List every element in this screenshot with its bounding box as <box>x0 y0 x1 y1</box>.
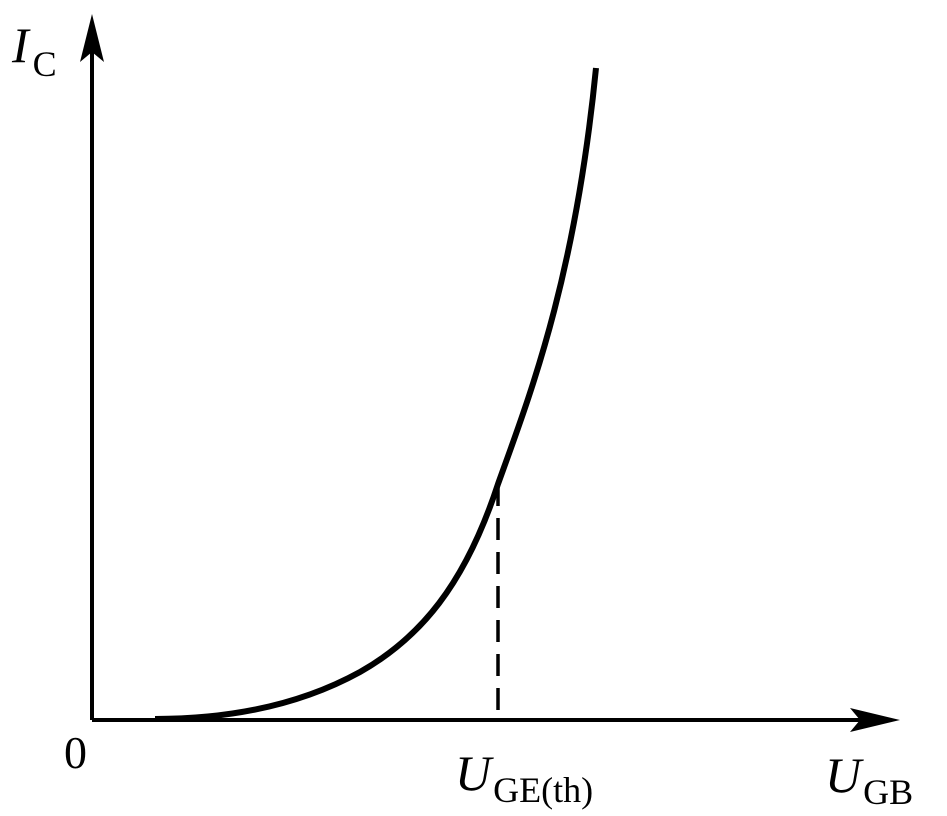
y-axis-arrow <box>80 14 104 62</box>
symbol: U <box>825 747 864 803</box>
x-axis-arrow <box>850 708 900 732</box>
origin-label: 0 <box>64 727 87 778</box>
symbol: U <box>455 745 494 801</box>
subscript: GE(th) <box>493 770 593 810</box>
symbol: I <box>11 17 31 73</box>
threshold-label: UGE(th) <box>455 745 593 810</box>
subscript: C <box>33 44 57 84</box>
x-axis-label: UGB <box>825 747 913 812</box>
transfer-curve <box>154 67 599 722</box>
subscript: GB <box>863 772 913 812</box>
